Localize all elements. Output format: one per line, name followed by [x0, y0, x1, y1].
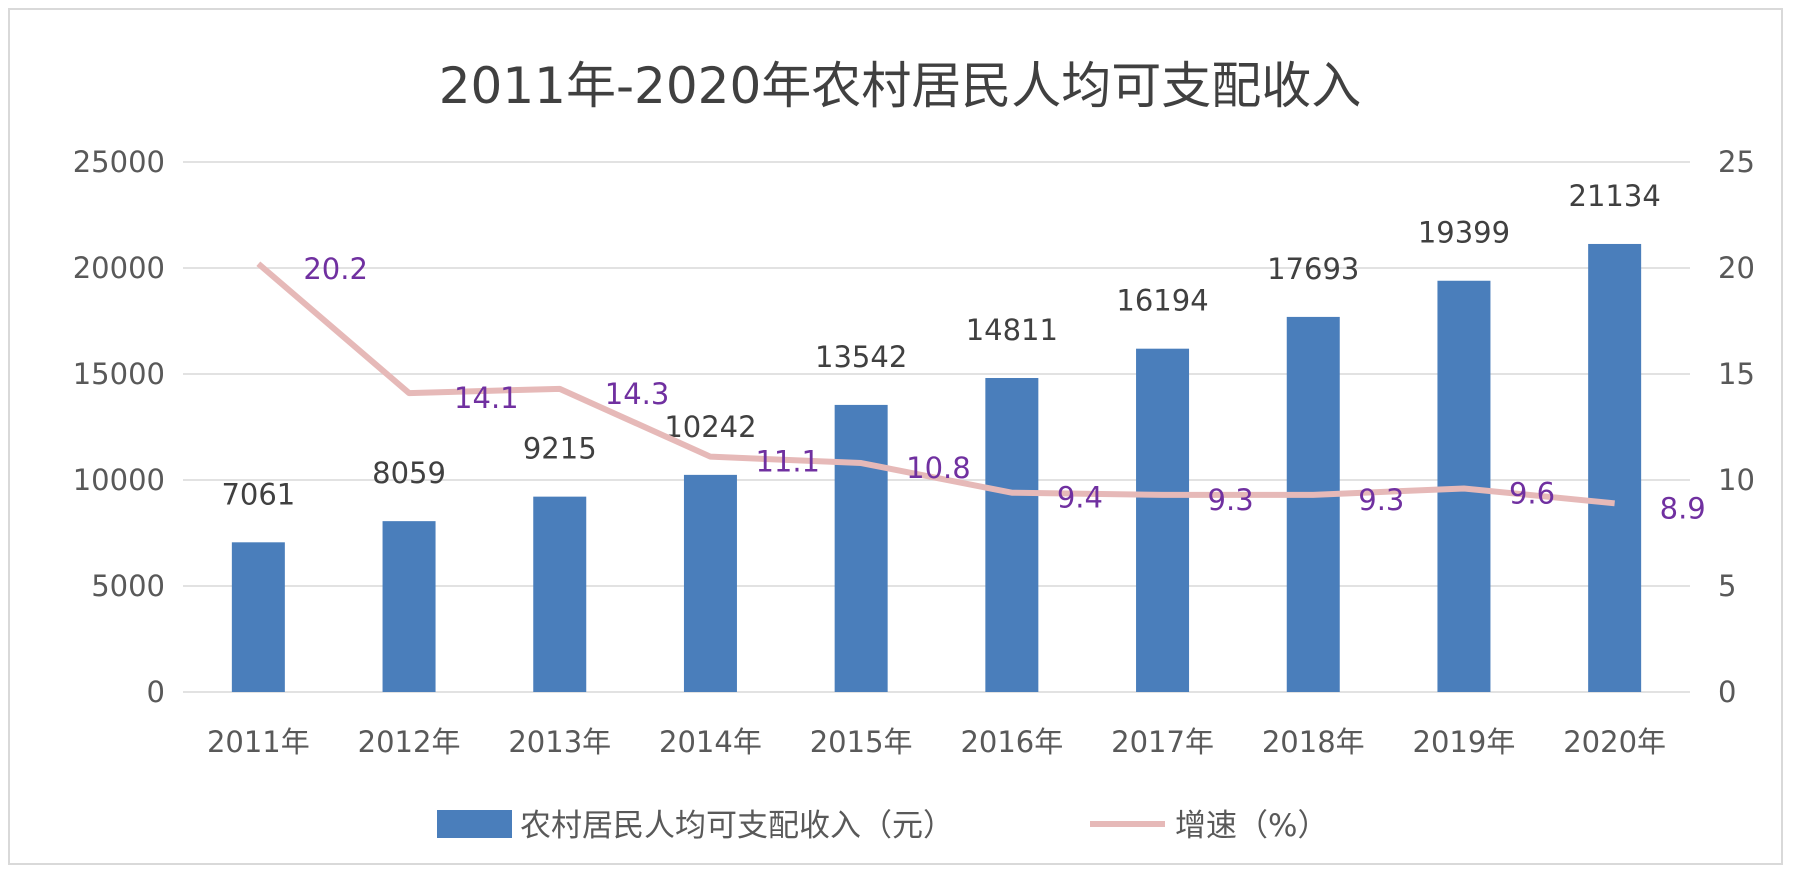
x-tick-label: 2015年 [810, 725, 913, 759]
x-tick-label: 2016年 [960, 725, 1063, 759]
legend-line-label: 增速（%） [1175, 808, 1328, 844]
right-tick-label: 0 [1718, 675, 1736, 709]
bar [1136, 348, 1190, 692]
legend-bar-swatch [437, 810, 512, 838]
bar [533, 496, 587, 692]
legend: 农村居民人均可支配收入（元） 增速（%） [437, 808, 1328, 844]
x-axis: 2011年 2012年 2013年 2014年 2015年 2016年 2017年 2018年… [207, 725, 1666, 759]
bar-value-label: 7061 [221, 477, 295, 511]
left-tick-label: 0 [147, 675, 165, 709]
line-value-label: 8.9 [1660, 491, 1706, 525]
line-value-label: 11.1 [755, 445, 820, 479]
x-tick-label: 2011年 [207, 725, 310, 759]
line-value-label: 10.8 [906, 451, 971, 485]
line-series: 20.2 14.1 14.3 11.1 10.8 9.4 9.3 9.3 9.6 8.9 [256, 252, 1706, 525]
bar-series: 7061 8059 9215 10242 13542 14811 16194 17693 193… [221, 179, 1661, 692]
bar [1286, 316, 1340, 692]
line-value-label: 14.1 [454, 381, 519, 415]
bar [1588, 243, 1642, 692]
right-tick-label: 20 [1718, 251, 1755, 285]
x-tick-label: 2014年 [659, 725, 762, 759]
x-tick-label: 2018年 [1262, 725, 1365, 759]
line-value-label: 9.3 [1208, 483, 1254, 517]
x-tick-label: 2019年 [1413, 725, 1516, 759]
chart-title: 2011年-2020年农村居民人均可支配收入 [439, 57, 1362, 115]
right-tick-label: 10 [1718, 463, 1755, 497]
line-value-label: 20.2 [303, 252, 368, 286]
left-tick-label: 15000 [73, 357, 165, 391]
growth-line [256, 261, 1615, 507]
left-tick-label: 5000 [91, 569, 165, 603]
x-tick-label: 2013年 [508, 725, 611, 759]
right-tick-label: 25 [1718, 145, 1755, 179]
right-axis: 0 5 10 15 20 25 [1718, 145, 1755, 709]
x-tick-label: 2012年 [358, 725, 461, 759]
x-tick-label: 2017年 [1111, 725, 1214, 759]
bar [683, 474, 737, 692]
bar-value-label: 9215 [523, 432, 597, 466]
left-axis: 0 5000 10000 15000 20000 25000 [73, 145, 165, 709]
bar-value-label: 13542 [815, 340, 907, 374]
bar-value-label: 17693 [1267, 252, 1359, 286]
legend-bar-label: 农村居民人均可支配收入（元） [520, 808, 954, 844]
line-value-label: 14.3 [605, 377, 670, 411]
bar-value-label: 14811 [966, 313, 1058, 347]
line-value-label: 9.3 [1358, 483, 1404, 517]
bar-value-label: 16194 [1116, 284, 1208, 318]
bar-value-label: 19399 [1418, 216, 1510, 250]
x-tick-label: 2020年 [1563, 725, 1666, 759]
bar-value-label: 21134 [1569, 179, 1661, 213]
left-tick-label: 10000 [73, 463, 165, 497]
right-tick-label: 5 [1718, 569, 1736, 603]
line-value-label: 9.4 [1057, 481, 1103, 515]
line-value-label: 9.6 [1509, 476, 1555, 510]
bar [231, 542, 285, 692]
bar [985, 378, 1039, 692]
bar [382, 521, 436, 692]
bar-value-label: 8059 [372, 456, 446, 490]
left-tick-label: 20000 [73, 251, 165, 285]
right-tick-label: 15 [1718, 357, 1755, 391]
left-tick-label: 25000 [73, 145, 165, 179]
bar-value-label: 10242 [664, 410, 756, 444]
bar [834, 404, 888, 692]
